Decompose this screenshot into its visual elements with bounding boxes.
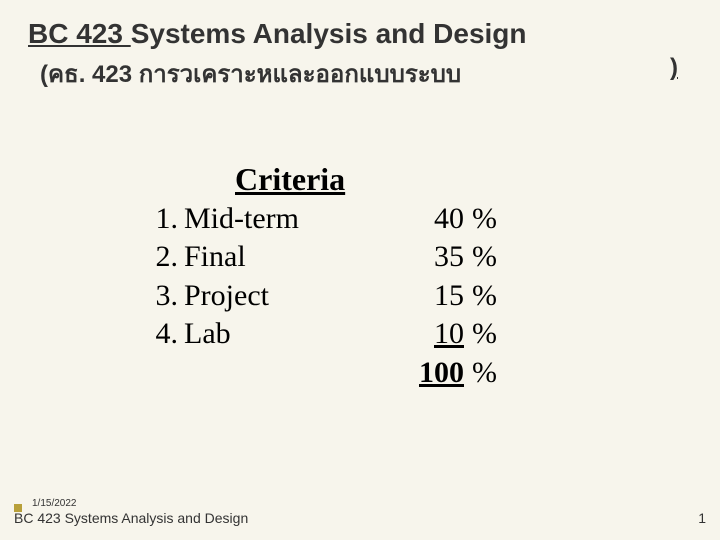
criteria-value: 15 xyxy=(374,277,464,315)
footer-date: 1/15/2022 xyxy=(32,498,248,509)
criteria-row: 3. Project 15 % xyxy=(140,277,720,315)
criteria-num: 3. xyxy=(140,277,184,315)
criteria-value: 35 xyxy=(374,238,464,276)
criteria-value: 10 xyxy=(374,315,464,353)
title-line2: (คธ. 423 การวเคราะหและออกแบบระบบ ) xyxy=(28,54,696,93)
criteria-total-value: 100 xyxy=(374,354,464,392)
criteria-row: 2. Final 35 % xyxy=(140,238,720,276)
criteria-block: Criteria 1. Mid-term 40 % 2. Final 35 % … xyxy=(140,161,720,392)
course-name: Systems Analysis and Design xyxy=(131,18,527,49)
subtitle-close-paren: ) xyxy=(670,54,678,93)
criteria-label: Project xyxy=(184,277,374,315)
criteria-percent: % xyxy=(464,200,504,238)
footer-left: 1/15/2022 BC 423 Systems Analysis and De… xyxy=(14,498,248,526)
criteria-num: 2. xyxy=(140,238,184,276)
criteria-num xyxy=(140,354,184,392)
criteria-num: 1. xyxy=(140,200,184,238)
subtitle-thai: (คธ. 423 การวเคราะหและออกแบบระบบ xyxy=(40,54,461,93)
criteria-percent: % xyxy=(464,277,504,315)
criteria-percent: % xyxy=(464,354,504,392)
course-code: BC 423 xyxy=(28,18,131,49)
criteria-percent: % xyxy=(464,315,504,353)
criteria-label: Lab xyxy=(184,315,374,353)
criteria-heading: Criteria xyxy=(235,161,720,198)
criteria-label: Mid-term xyxy=(184,200,374,238)
criteria-row: 1. Mid-term 40 % xyxy=(140,200,720,238)
footer: 1/15/2022 BC 423 Systems Analysis and De… xyxy=(14,498,706,526)
criteria-row: 4. Lab 10 % xyxy=(140,315,720,353)
criteria-total-row: 100 % xyxy=(140,354,720,392)
footer-course: BC 423 Systems Analysis and Design xyxy=(14,510,248,526)
title-line1: BC 423 Systems Analysis and Design xyxy=(28,18,696,50)
footer-page-number: 1 xyxy=(698,510,706,526)
criteria-num: 4. xyxy=(140,315,184,353)
criteria-value: 40 xyxy=(374,200,464,238)
criteria-percent: % xyxy=(464,238,504,276)
criteria-label xyxy=(184,354,374,392)
title-block: BC 423 Systems Analysis and Design (คธ. … xyxy=(0,0,720,93)
criteria-label: Final xyxy=(184,238,374,276)
